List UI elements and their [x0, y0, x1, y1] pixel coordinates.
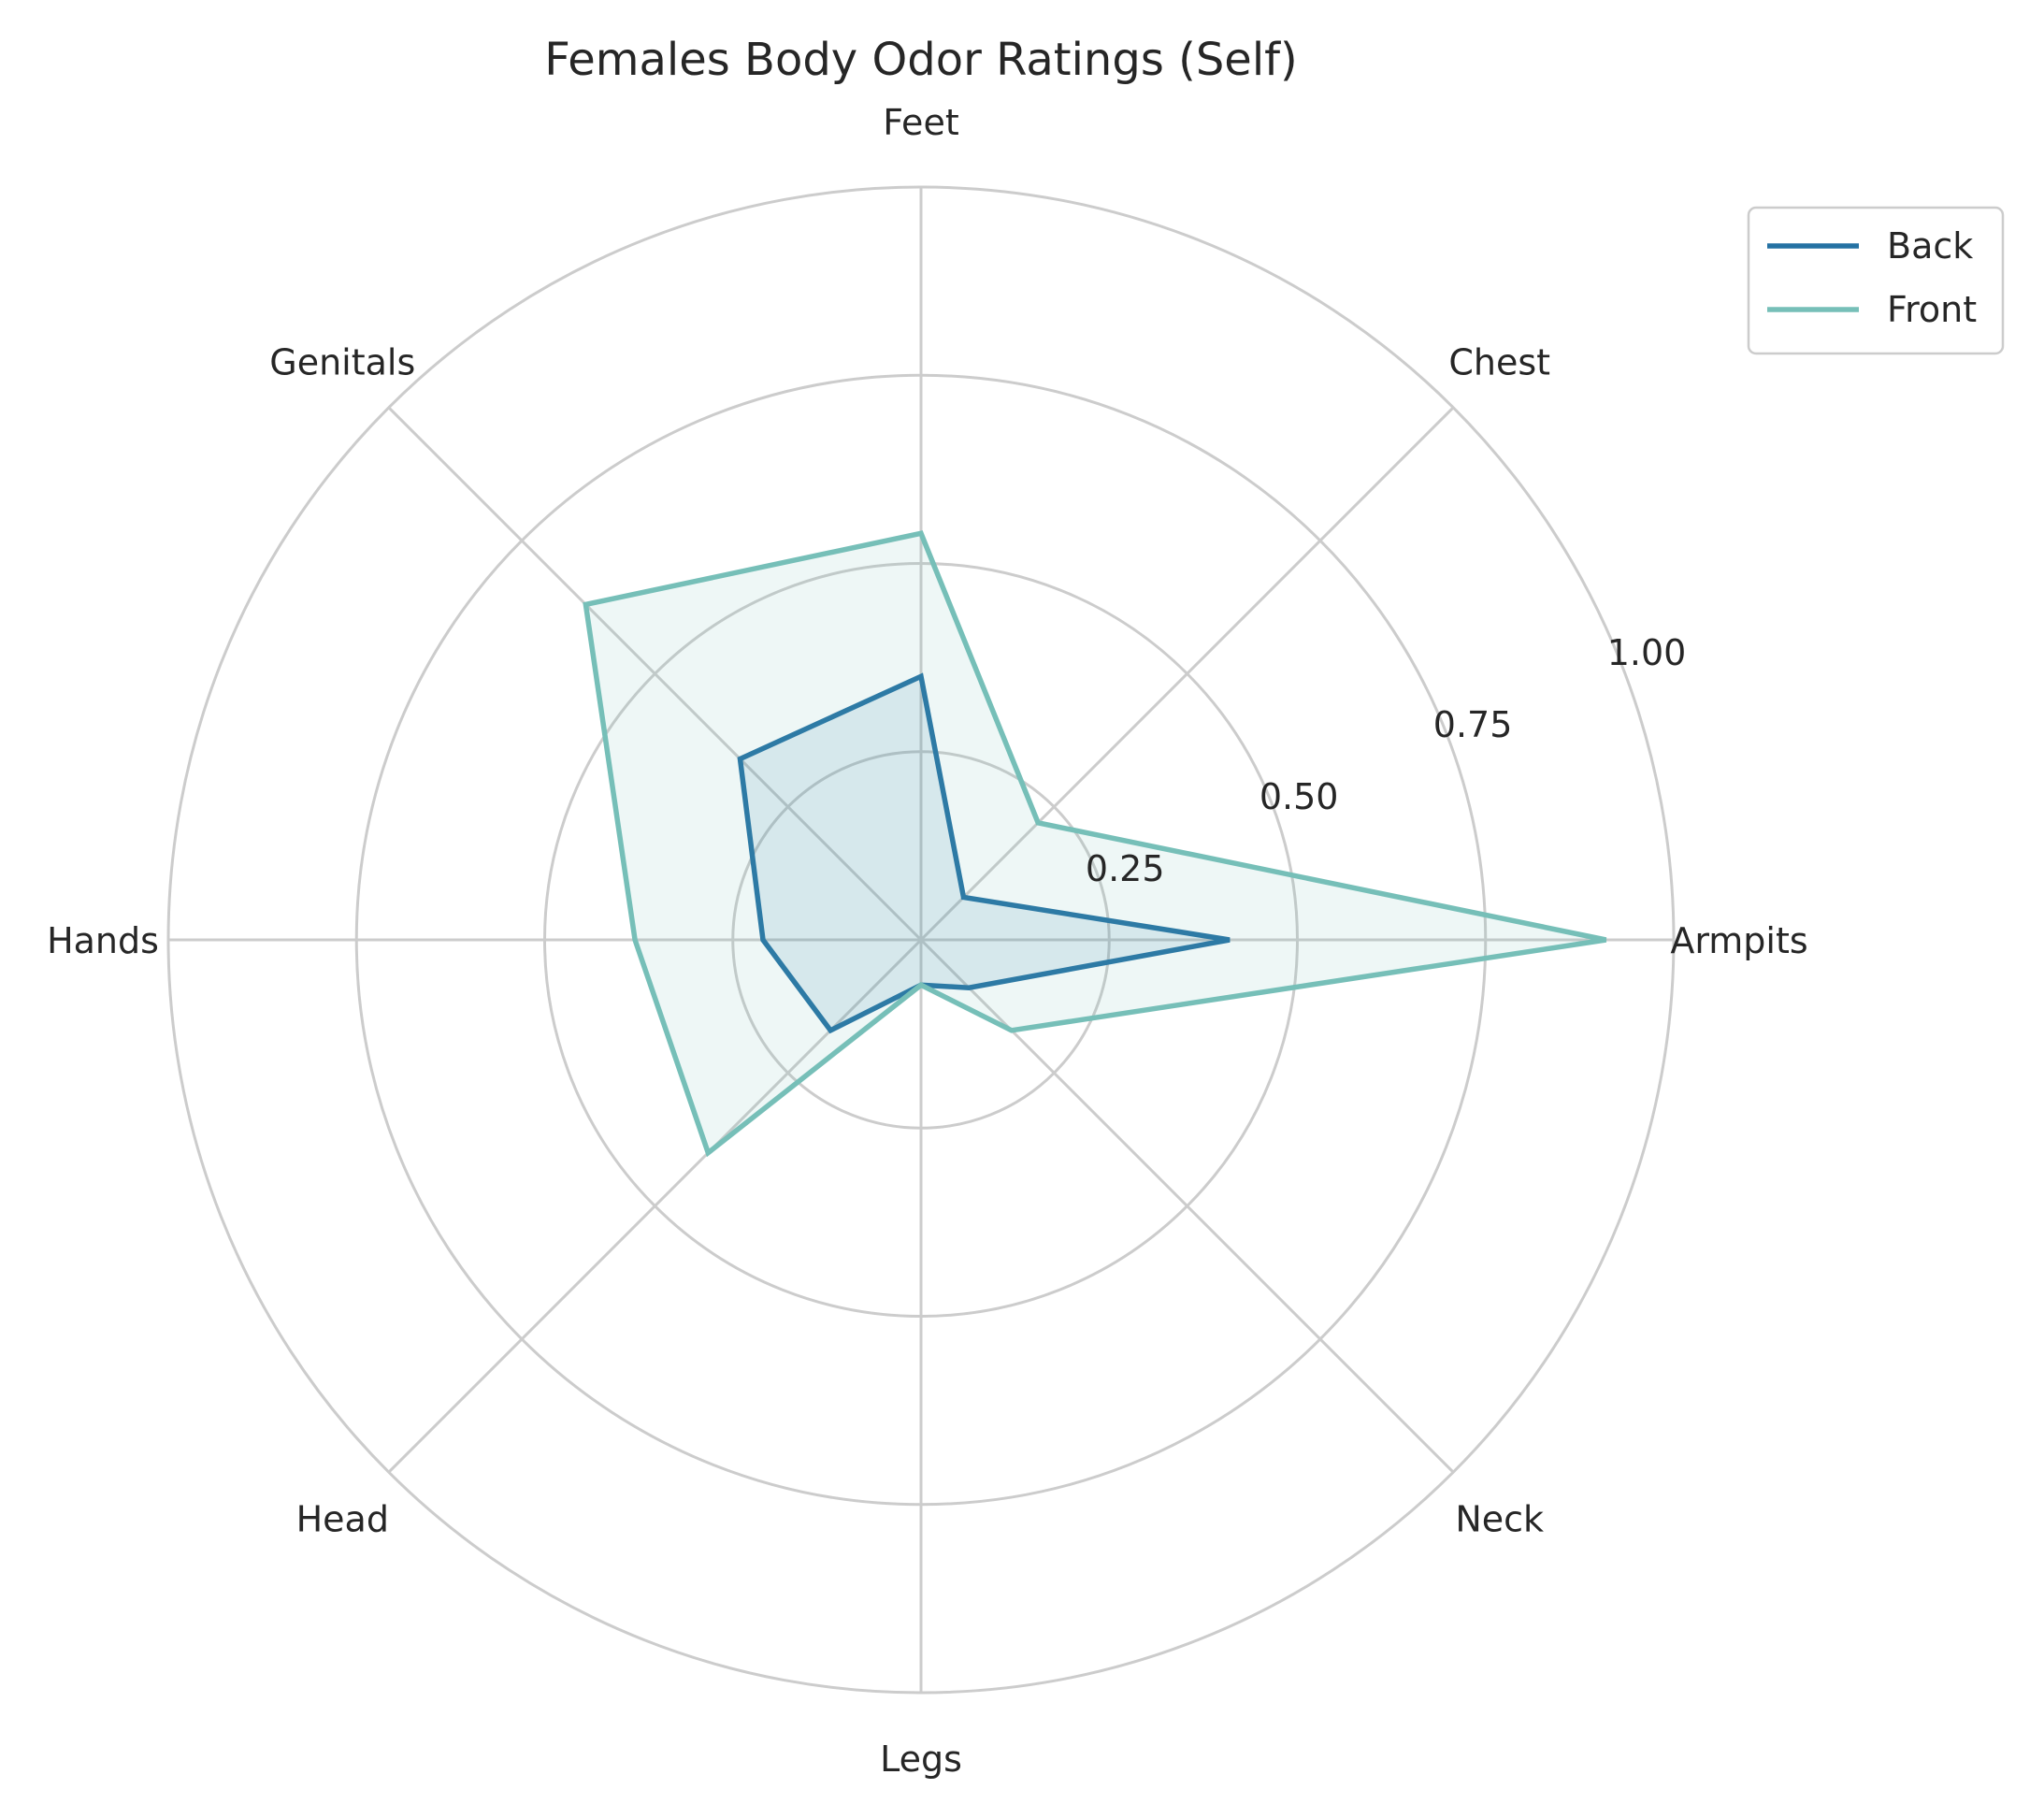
category-labels: Armpits Chest Feet Genitals Hands Head Legs Nec…	[47, 102, 1808, 1780]
chart-title: Females Body Odor Ratings (Self)	[544, 34, 1298, 86]
tick-label-0-25: 0.25	[1086, 848, 1165, 889]
category-label-chest: Chest	[1448, 341, 1550, 382]
category-label-neck: Neck	[1455, 1499, 1544, 1540]
tick-label-0-50: 0.50	[1260, 776, 1339, 817]
series-line-front	[583, 530, 1607, 1158]
series-fill-front	[585, 533, 1606, 1153]
legend-label-front: Front	[1887, 289, 1977, 330]
legend-label-back: Back	[1887, 225, 1973, 267]
category-label-head: Head	[296, 1499, 389, 1540]
radial-ticks: 0.25 0.50 0.75 1.00	[1086, 632, 1686, 889]
category-label-genitals: Genitals	[269, 341, 415, 382]
series-line-back	[737, 672, 1231, 1034]
tick-label-0-75: 0.75	[1433, 704, 1513, 745]
category-label-armpits: Armpits	[1670, 920, 1807, 961]
spoke-chest	[919, 406, 1455, 942]
series-layer	[583, 530, 1607, 1158]
series-fill-back	[740, 676, 1230, 1031]
category-label-feet: Feet	[883, 102, 958, 143]
legend: Back Front	[1747, 206, 2005, 355]
tick-label-1-00: 1.00	[1607, 632, 1687, 673]
category-label-legs: Legs	[880, 1739, 962, 1780]
spoke-genitals	[387, 406, 923, 942]
category-label-hands: Hands	[47, 920, 159, 961]
